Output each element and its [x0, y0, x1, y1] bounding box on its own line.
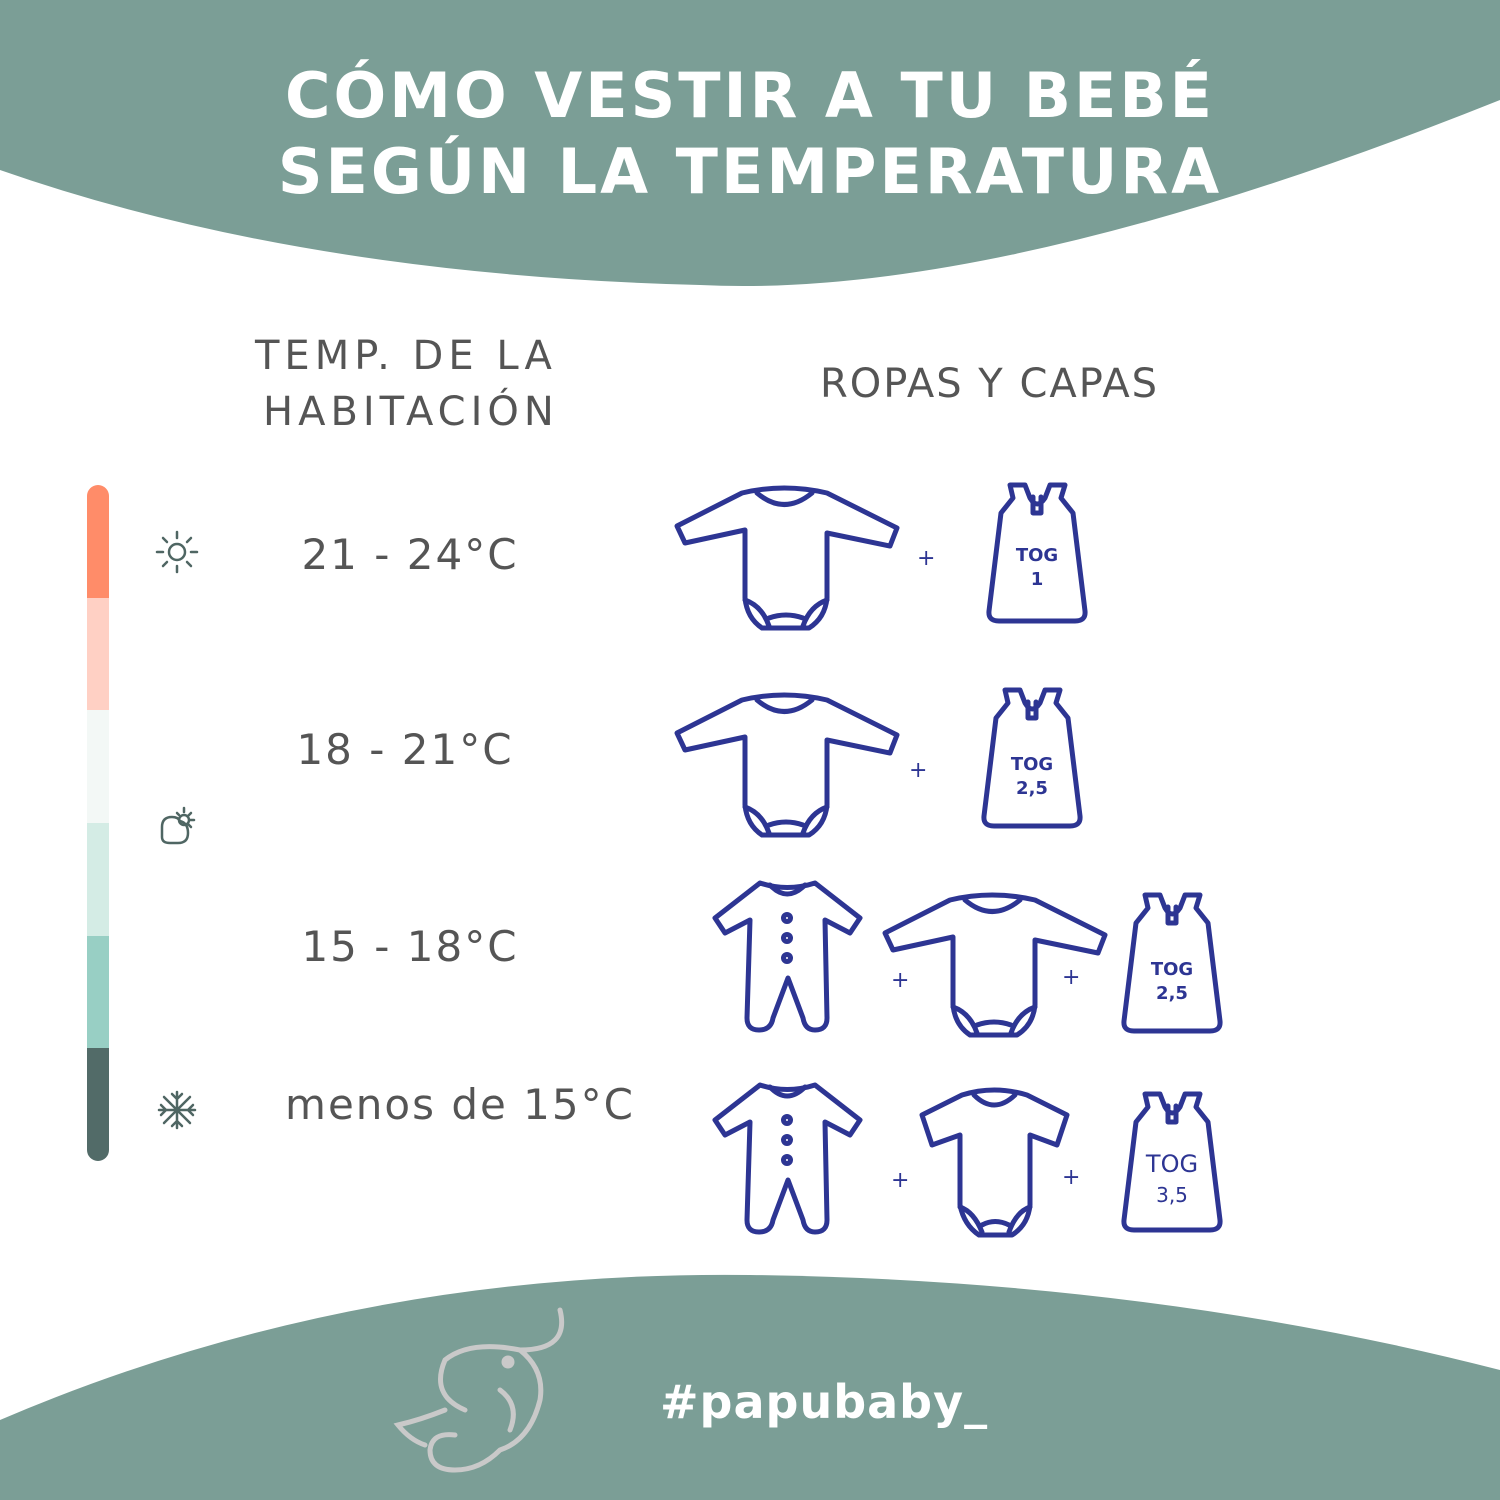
temperature-range-1: 21 - 24°C — [301, 530, 519, 579]
tog-value: 1 — [1031, 569, 1044, 590]
plus-sign: + — [1062, 1165, 1081, 1190]
plus-sign: + — [891, 1168, 910, 1193]
scale-segment-hot — [87, 485, 109, 598]
title-line-2: SEGÚN LA TEMPERATURA — [277, 135, 1223, 208]
page-title: CÓMO VESTIR A TU BEBÉ SEGÚN LA TEMPERATU… — [0, 58, 1500, 210]
tog-label: TOG — [1151, 959, 1193, 980]
temperature-range-3: 15 - 18°C — [301, 922, 519, 971]
sleeping-bag-icon: TOG 3,5 — [1120, 1092, 1226, 1232]
footie-pajama-icon — [715, 1080, 861, 1235]
sun-icon — [155, 530, 199, 574]
temp-header-line-1: TEMP. DE LA — [255, 333, 557, 379]
tog-value: 2,5 — [1016, 778, 1048, 799]
tog-value: 3,5 — [1156, 1183, 1188, 1207]
footie-pajama-icon — [715, 878, 861, 1033]
plus-sign: + — [891, 968, 910, 993]
clothes-column-header: ROPAS Y CAPAS — [820, 361, 1160, 407]
scale-segment-mild — [87, 710, 109, 824]
plus-sign: + — [917, 546, 936, 571]
temperature-column-header: TEMP. DE LA HABITACIÓN — [255, 328, 559, 440]
temp-header-line-2: HABITACIÓN — [263, 389, 559, 435]
brand-hashtag: #papubaby_ — [660, 1375, 989, 1429]
long-sleeve-bodysuit-icon — [677, 695, 899, 840]
sleeping-bag-icon: TOG 1 — [985, 483, 1091, 623]
plus-sign: + — [909, 758, 928, 783]
temperature-range-2: 18 - 21°C — [296, 725, 514, 774]
long-sleeve-bodysuit-icon — [677, 488, 899, 633]
plus-sign: + — [1062, 965, 1081, 990]
sleeping-bag-icon: TOG 2,5 — [1120, 893, 1226, 1033]
header-band — [0, 0, 1500, 287]
temperature-range-4: menos de 15°C — [285, 1080, 635, 1129]
snowflake-icon — [157, 1090, 197, 1130]
footer-band — [0, 1274, 1500, 1500]
title-line-1: CÓMO VESTIR A TU BEBÉ — [285, 59, 1215, 132]
scale-segment-very-cold — [87, 1048, 109, 1161]
cloud-sun-icon — [160, 806, 196, 845]
scale-segment-cool — [87, 823, 109, 936]
tog-label: TOG — [1011, 754, 1053, 775]
tog-label: TOG — [1016, 545, 1058, 566]
elephant-logo — [393, 1307, 564, 1473]
scale-segment-warm — [87, 597, 109, 711]
sleeping-bag-icon: TOG 2,5 — [980, 688, 1086, 828]
tog-value: 2,5 — [1156, 983, 1188, 1004]
tog-label: TOG — [1145, 1150, 1198, 1178]
scale-segment-cold — [87, 935, 109, 1049]
short-sleeve-bodysuit-icon — [922, 1090, 1068, 1236]
temperature-scale-bar — [87, 485, 109, 1161]
